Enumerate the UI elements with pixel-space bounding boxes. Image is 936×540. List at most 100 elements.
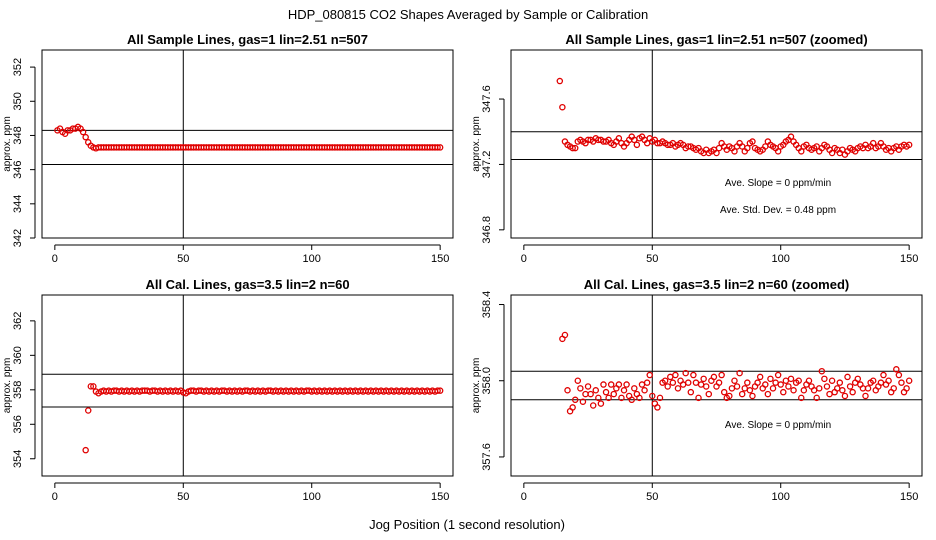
data-point <box>731 377 738 384</box>
data-point <box>82 133 89 141</box>
data-point <box>615 135 623 142</box>
y-tick-label: 346.8 <box>481 216 493 244</box>
data-point <box>720 388 728 396</box>
data-point <box>782 377 790 384</box>
x-tick-label: 50 <box>177 253 189 265</box>
data-point <box>633 141 641 149</box>
panel-cal-lines-zoomed: All Cal. Lines, gas=3.5 lin=2 n=60 (zoom… <box>471 277 923 503</box>
data-point <box>87 383 95 390</box>
data-point <box>846 383 854 390</box>
data-point <box>705 390 713 398</box>
y-tick-label: 358 <box>12 381 24 399</box>
data-point <box>828 149 836 157</box>
y-tick-label: 347.6 <box>481 85 493 113</box>
y-axis-label: approx. ppm <box>471 358 482 414</box>
data-point <box>749 138 756 145</box>
data-point <box>672 371 679 379</box>
data-point <box>569 404 576 411</box>
y-tick-label: 352 <box>12 58 24 76</box>
data-point <box>777 381 784 388</box>
data-point <box>844 373 851 381</box>
data-point <box>780 388 787 396</box>
data-point <box>623 381 630 388</box>
data-point <box>646 371 653 379</box>
data-point <box>756 373 764 381</box>
panel-title: All Sample Lines, gas=1 lin=2.51 n=507 <box>127 32 368 47</box>
data-point <box>618 394 625 402</box>
data-point <box>787 133 795 140</box>
data-point <box>741 385 749 392</box>
data-point <box>823 383 831 390</box>
data-point <box>885 377 892 384</box>
data-point <box>903 385 910 392</box>
data-point <box>718 371 725 379</box>
data-point <box>584 383 592 390</box>
x-tick-label: 0 <box>52 491 58 503</box>
data-point <box>79 128 87 136</box>
data-point <box>582 390 589 398</box>
x-tick-label: 50 <box>177 491 189 503</box>
figure-x-axis-label: Jog Position (1 second resolution) <box>369 517 565 532</box>
data-point <box>602 388 610 396</box>
data-point <box>805 377 813 384</box>
data-point <box>561 331 569 339</box>
data-point <box>787 375 795 383</box>
annotation-text: Ave. Std. Dev. = 0.48 ppm <box>720 205 836 216</box>
data-point <box>697 381 705 388</box>
data-point <box>738 390 746 398</box>
x-tick-label: 100 <box>772 491 790 503</box>
x-tick-label: 100 <box>303 253 321 265</box>
x-tick-label: 50 <box>646 253 658 265</box>
data-point <box>785 383 792 390</box>
data-point <box>564 387 571 394</box>
data-point <box>854 375 862 383</box>
data-point <box>749 392 756 400</box>
y-tick-label: 358.4 <box>481 291 493 319</box>
data-point <box>571 396 579 404</box>
y-tick-label: 356 <box>12 415 24 433</box>
data-point <box>84 407 92 414</box>
data-point <box>574 377 582 384</box>
data-point <box>862 392 869 400</box>
panel-cal-lines: All Cal. Lines, gas=3.5 lin=2 n=60 0 50 100… <box>2 277 454 503</box>
panel-title: All Cal. Lines, gas=3.5 lin=2 n=60 (zoom… <box>584 277 850 292</box>
data-point <box>569 144 576 152</box>
data-point <box>800 387 808 394</box>
x-tick-label: 150 <box>900 253 918 265</box>
data-point <box>880 371 887 379</box>
y-tick-label: 354 <box>12 450 24 468</box>
y-tick-label: 348 <box>12 126 24 144</box>
data-point <box>864 385 872 392</box>
data-point <box>682 369 689 377</box>
data-point <box>667 373 674 381</box>
y-tick-label: 362 <box>12 312 24 330</box>
data-point <box>710 373 718 381</box>
data-point <box>733 383 741 390</box>
y-tick-label: 342 <box>12 229 24 247</box>
data-point <box>434 387 441 394</box>
data-point <box>436 387 444 394</box>
data-point <box>436 144 444 151</box>
data-point <box>895 371 903 379</box>
data-point <box>744 144 751 152</box>
data-point <box>684 379 692 386</box>
data-point <box>836 379 844 386</box>
data-point <box>736 369 743 377</box>
data-point <box>869 377 877 384</box>
data-point <box>597 400 605 407</box>
data-point <box>664 383 671 390</box>
data-point <box>774 371 782 379</box>
figure-title: HDP_080815 CO2 Shapes Averaged by Sample… <box>288 7 648 22</box>
data-point <box>893 366 900 373</box>
data-point <box>702 383 710 390</box>
plot-frame <box>510 49 923 239</box>
data-point <box>649 392 656 400</box>
y-tick-label: 346 <box>12 160 24 178</box>
data-point <box>905 377 913 384</box>
data-point <box>769 385 777 392</box>
data-point <box>559 103 566 111</box>
y-tick-label: 357.6 <box>481 443 493 471</box>
panel-sample-lines: All Sample Lines, gas=1 lin=2.51 n=507 0 5… <box>2 32 454 265</box>
x-tick-label: 100 <box>303 491 321 503</box>
